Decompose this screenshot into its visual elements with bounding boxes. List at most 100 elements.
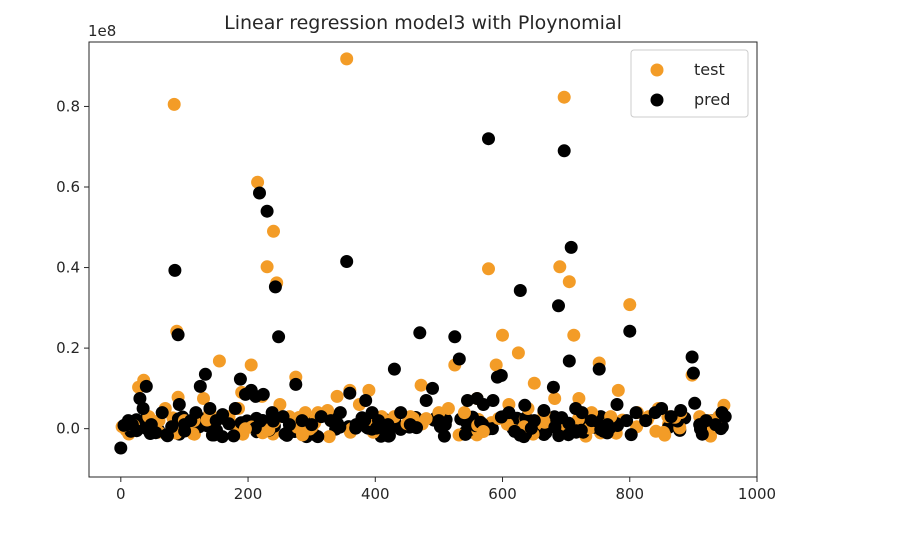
pred-point <box>664 410 678 424</box>
pred-point <box>233 372 247 386</box>
pred-point <box>256 387 270 401</box>
pred-point <box>324 414 338 428</box>
pred-point <box>359 394 373 407</box>
test-point <box>476 425 490 438</box>
pred-point <box>709 418 723 432</box>
pred-point <box>419 394 433 407</box>
pred-point <box>494 369 508 382</box>
pred-point <box>674 404 688 417</box>
pred-point <box>688 396 702 410</box>
pred-point <box>268 280 282 294</box>
pred-point <box>686 366 700 380</box>
pred-point <box>562 354 576 368</box>
test-point <box>567 328 581 342</box>
pred-point <box>685 350 699 364</box>
test-point <box>251 175 265 189</box>
pred-point <box>438 418 452 432</box>
test-point <box>572 392 586 405</box>
pred-point <box>623 324 637 338</box>
test-point <box>414 378 428 392</box>
test-point <box>260 260 274 274</box>
test-point <box>340 52 354 66</box>
pred-point <box>305 418 319 432</box>
pred-point <box>655 402 669 415</box>
y-offset-label: 1e8 <box>88 22 116 40</box>
x-tick-label: 600 <box>488 485 517 503</box>
legend-label-pred: pred <box>694 90 730 109</box>
test-point <box>244 358 258 372</box>
pred-point <box>575 406 589 420</box>
pred-point <box>546 380 560 394</box>
test-point <box>611 383 625 397</box>
pred-point <box>340 255 354 268</box>
pred-point <box>203 402 217 415</box>
test-point <box>527 376 541 390</box>
test-point <box>657 425 670 439</box>
pred-point <box>564 240 578 254</box>
pred-point <box>253 186 266 200</box>
pred-point <box>561 428 575 442</box>
pred-point <box>168 263 182 277</box>
y-axis: 0.0 0.2 0.4 0.6 0.8 <box>56 97 89 438</box>
pred-point <box>333 420 347 434</box>
pred-point <box>381 418 395 432</box>
pred-point <box>562 416 576 430</box>
pred-point <box>601 418 614 432</box>
test-point <box>496 328 509 342</box>
test-point <box>623 298 637 312</box>
x-tick-label: 200 <box>234 485 263 503</box>
pred-point <box>585 414 599 428</box>
pred-point <box>513 284 527 297</box>
pred-point <box>426 381 439 395</box>
pred-point <box>227 429 241 443</box>
pred-point <box>260 204 274 218</box>
pred-point <box>343 386 357 400</box>
pred-point <box>382 429 396 443</box>
legend-marker-pred <box>650 93 664 107</box>
pred-point <box>437 429 451 443</box>
test-point <box>330 389 344 403</box>
pred-point <box>458 427 472 441</box>
x-tick-label: 0 <box>116 485 126 503</box>
test-point <box>419 412 433 426</box>
pred-point <box>333 406 347 420</box>
pred-point <box>394 406 408 420</box>
test-point <box>362 383 376 397</box>
x-tick-label: 400 <box>361 485 390 503</box>
pred-point <box>193 379 207 393</box>
test-point <box>267 224 280 238</box>
pred-point <box>718 410 732 424</box>
test-point <box>553 260 567 274</box>
pred-point <box>215 430 229 444</box>
pred-point <box>629 406 643 420</box>
pred-point <box>189 406 203 420</box>
test-point <box>482 262 495 276</box>
test-point <box>197 392 210 405</box>
pred-point <box>280 428 294 442</box>
x-tick-label: 800 <box>615 485 644 503</box>
x-tick-label: 1000 <box>738 485 776 503</box>
pred-point <box>610 398 624 411</box>
test-point <box>548 392 562 405</box>
pred-point <box>403 418 417 432</box>
pred-point <box>248 421 262 435</box>
pred-point <box>114 441 128 455</box>
legend: test pred <box>630 49 749 118</box>
legend-label-test: test <box>694 60 725 79</box>
test-point <box>557 90 571 104</box>
pred-point <box>537 404 551 417</box>
pred-point <box>282 418 296 432</box>
pred-point <box>149 426 163 440</box>
pred-point <box>133 392 147 405</box>
pred-point <box>413 326 427 340</box>
pred-point <box>574 423 588 437</box>
y-tick-label: 0.0 <box>56 420 80 438</box>
test-point <box>238 422 252 436</box>
test-point <box>212 354 226 368</box>
pred-point <box>548 420 562 434</box>
test-point <box>489 358 503 372</box>
pred-point <box>171 328 185 342</box>
test-point <box>562 275 576 289</box>
pred-point <box>482 132 495 146</box>
